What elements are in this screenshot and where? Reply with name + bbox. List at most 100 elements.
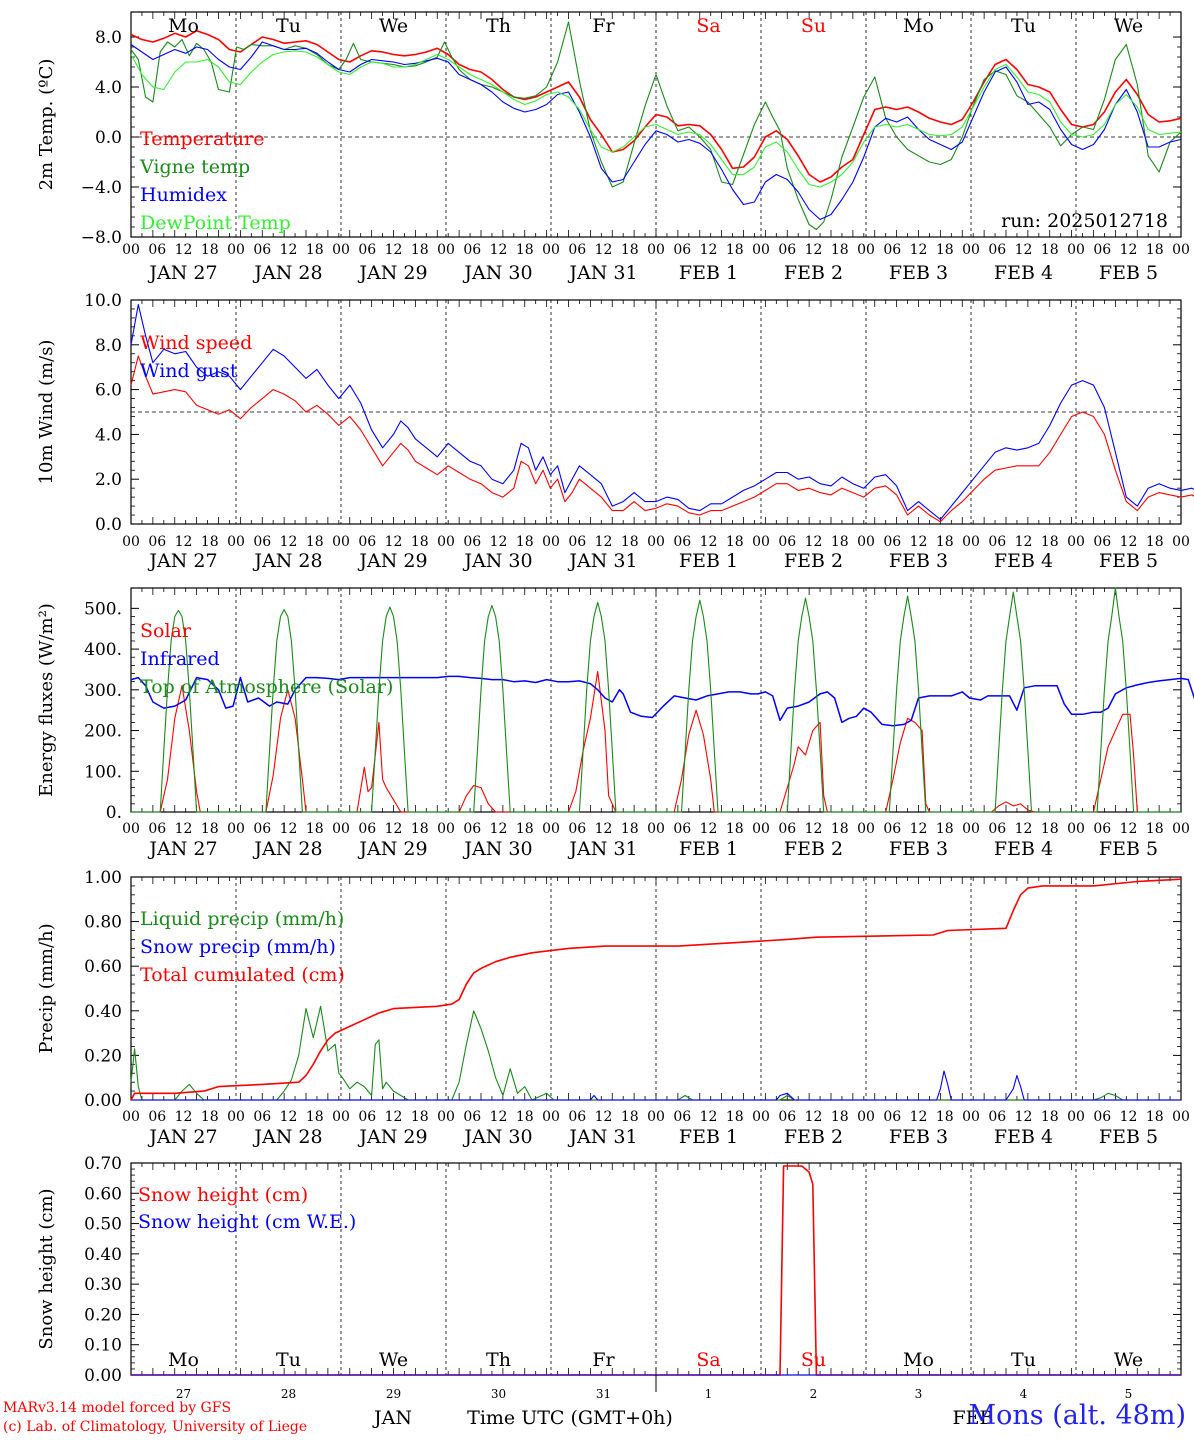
weekday-label: Mo bbox=[903, 1349, 934, 1371]
x-day-label: FEB 2 bbox=[784, 550, 843, 572]
x-axis-title: Time UTC (GMT+0h) bbox=[467, 1407, 673, 1429]
x-hour-label: 12 bbox=[280, 1109, 298, 1125]
series-line-wind-gust bbox=[130, 303, 1194, 521]
x-hour-label: 00 bbox=[1067, 534, 1085, 550]
x-day-label: FEB 2 bbox=[784, 1126, 843, 1148]
x-day-label: FEB 4 bbox=[994, 838, 1053, 860]
x-hour-label: 00 bbox=[1067, 821, 1085, 837]
legend-entry: Snow height (cm) bbox=[138, 1184, 308, 1206]
x-hour-label: 18 bbox=[1146, 821, 1164, 837]
x-hour-label: 06 bbox=[568, 242, 586, 258]
x-hour-label: 06 bbox=[883, 242, 901, 258]
x-hour-label: 18 bbox=[936, 1109, 954, 1125]
x-hour-label: 18 bbox=[621, 534, 639, 550]
weekday-label: Su bbox=[801, 1349, 826, 1371]
x-day-label: JAN 29 bbox=[357, 1126, 427, 1148]
x-hour-label: 00 bbox=[962, 1109, 980, 1125]
x-hour-label: 00 bbox=[962, 821, 980, 837]
x-hour-label: 00 bbox=[122, 1109, 140, 1125]
run-annotation: run: 2025012718 bbox=[1001, 210, 1168, 232]
y-tick-label: 200. bbox=[84, 722, 122, 742]
x-hour-label: 06 bbox=[148, 821, 166, 837]
weekday-label: We bbox=[379, 15, 408, 37]
legend-entry: Total cumulated (cm) bbox=[140, 964, 345, 986]
x-hour-label: 12 bbox=[490, 821, 508, 837]
x-hour-label: 06 bbox=[568, 821, 586, 837]
y-tick-label: 0.00 bbox=[84, 1366, 122, 1386]
weekday-label: We bbox=[1114, 15, 1143, 37]
x-day-label: FEB 4 bbox=[994, 262, 1053, 284]
x-day-label: FEB 5 bbox=[1099, 838, 1158, 860]
x-hour-label: 12 bbox=[1015, 821, 1033, 837]
x-hour-label: 12 bbox=[700, 1109, 718, 1125]
x-hour-label: 12 bbox=[175, 821, 193, 837]
series-line-humidex bbox=[130, 41, 1182, 221]
x-day-label: JAN 30 bbox=[462, 838, 532, 860]
x-hour-label: 18 bbox=[621, 821, 639, 837]
x-hour-label: 00 bbox=[752, 242, 770, 258]
x-hour-label: 00 bbox=[1067, 1109, 1085, 1125]
y-axis-label: 2m Temp. (ºC) bbox=[36, 59, 57, 191]
x-day-label: FEB 4 bbox=[994, 550, 1053, 572]
x-hour-label: 06 bbox=[463, 821, 481, 837]
x-hour-label: 06 bbox=[358, 821, 376, 837]
x-hour-label: 00 bbox=[1172, 242, 1190, 258]
day-number-label: 3 bbox=[915, 1387, 923, 1401]
y-tick-label: 4.0 bbox=[95, 78, 122, 98]
x-hour-label: 06 bbox=[778, 1109, 796, 1125]
x-hour-label: 00 bbox=[437, 821, 455, 837]
x-day-label: JAN 31 bbox=[567, 262, 637, 284]
x-day-label: JAN 30 bbox=[462, 550, 532, 572]
series-line-wind-speed bbox=[130, 355, 1194, 523]
legend-entry: DewPoint Temp bbox=[140, 212, 291, 234]
x-hour-label: 06 bbox=[1093, 821, 1111, 837]
x-hour-label: 12 bbox=[385, 1109, 403, 1125]
y-axis-label: Snow height (cm) bbox=[36, 1188, 57, 1349]
x-hour-label: 18 bbox=[831, 821, 849, 837]
x-day-label: JAN 29 bbox=[357, 262, 427, 284]
y-tick-label: 0.70 bbox=[84, 1154, 122, 1174]
x-hour-label: 12 bbox=[490, 242, 508, 258]
x-hour-label: 00 bbox=[332, 821, 350, 837]
weekday-label: Tu bbox=[276, 15, 301, 37]
x-hour-label: 12 bbox=[175, 534, 193, 550]
x-day-label: JAN 30 bbox=[462, 1126, 532, 1148]
x-hour-label: 00 bbox=[227, 242, 245, 258]
x-hour-label: 12 bbox=[490, 534, 508, 550]
x-hour-label: 18 bbox=[936, 242, 954, 258]
x-day-label: FEB 5 bbox=[1099, 1126, 1158, 1148]
x-hour-label: 18 bbox=[726, 821, 744, 837]
x-hour-label: 12 bbox=[1120, 534, 1138, 550]
x-hour-label: 00 bbox=[122, 821, 140, 837]
y-tick-label: −8.0 bbox=[81, 228, 122, 248]
y-tick-label: 0.40 bbox=[84, 1245, 122, 1265]
x-day-label: JAN 28 bbox=[252, 550, 322, 572]
x-day-label: FEB 1 bbox=[679, 838, 738, 860]
day-number-label: 2 bbox=[810, 1387, 818, 1401]
x-hour-label: 06 bbox=[778, 242, 796, 258]
y-axis-label: Energy fluxes (W/m²) bbox=[36, 603, 57, 797]
legend-entry: Snow height (cm W.E.) bbox=[138, 1211, 356, 1233]
x-hour-label: 00 bbox=[122, 242, 140, 258]
x-hour-label: 06 bbox=[358, 534, 376, 550]
x-hour-label: 00 bbox=[857, 821, 875, 837]
x-hour-label: 06 bbox=[568, 1109, 586, 1125]
x-hour-label: 18 bbox=[726, 1109, 744, 1125]
x-hour-label: 18 bbox=[1041, 534, 1059, 550]
x-hour-label: 12 bbox=[280, 821, 298, 837]
x-hour-label: 00 bbox=[227, 534, 245, 550]
weekday-label: Sa bbox=[696, 15, 720, 37]
panel-4: 0.00 0.20 0.40 0.60 0.80 1.00 Precip (mm/h) Liq… bbox=[36, 868, 1190, 1148]
series-line-liquid-precip-mm-h- bbox=[130, 1005, 1181, 1101]
x-day-label: FEB 3 bbox=[889, 1126, 948, 1148]
legend-entry: Liquid precip (mm/h) bbox=[140, 908, 344, 930]
x-hour-label: 12 bbox=[805, 821, 823, 837]
x-hour-label: 12 bbox=[175, 1109, 193, 1125]
x-hour-label: 06 bbox=[463, 1109, 481, 1125]
series-line-temperature bbox=[130, 30, 1182, 183]
x-hour-label: 06 bbox=[568, 534, 586, 550]
weekday-label: Fr bbox=[592, 15, 615, 37]
panel-5: 0.00 0.10 0.20 0.30 0.40 0.50 0.60 0.70 Snow hei… bbox=[36, 1154, 1182, 1386]
x-day-label: JAN 28 bbox=[252, 838, 322, 860]
x-hour-label: 06 bbox=[988, 821, 1006, 837]
